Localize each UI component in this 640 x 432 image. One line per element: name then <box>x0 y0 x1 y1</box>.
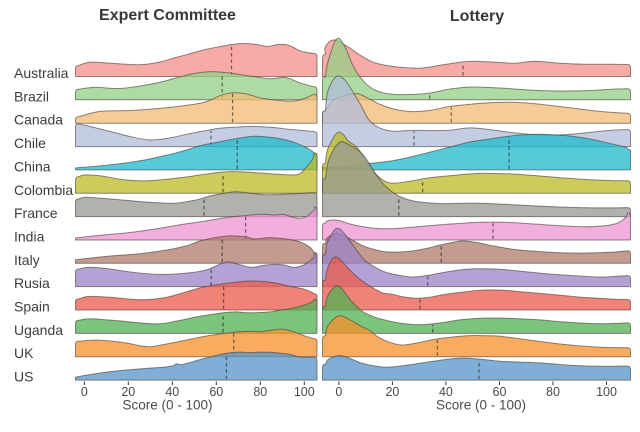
svg-text:Canada: Canada <box>14 112 63 128</box>
svg-text:20: 20 <box>121 385 135 399</box>
svg-text:80: 80 <box>253 385 267 399</box>
svg-text:20: 20 <box>385 385 399 399</box>
svg-text:Spain: Spain <box>14 299 50 315</box>
svg-text:Expert Committee: Expert Committee <box>99 7 236 24</box>
svg-text:Brazil: Brazil <box>14 88 49 104</box>
svg-text:Score (0 - 100): Score (0 - 100) <box>122 398 212 413</box>
svg-text:Chile: Chile <box>14 135 46 151</box>
svg-text:60: 60 <box>209 385 223 399</box>
svg-text:China: China <box>14 158 51 174</box>
svg-text:0: 0 <box>335 385 342 399</box>
svg-text:France: France <box>14 205 58 221</box>
svg-text:100: 100 <box>596 385 617 399</box>
svg-text:Italy: Italy <box>14 252 40 268</box>
svg-text:Australia: Australia <box>14 65 69 81</box>
svg-text:0: 0 <box>81 385 88 399</box>
svg-text:40: 40 <box>165 385 179 399</box>
svg-text:Uganda: Uganda <box>14 322 63 338</box>
svg-text:40: 40 <box>439 385 453 399</box>
svg-text:US: US <box>14 369 33 385</box>
svg-text:India: India <box>14 229 45 245</box>
svg-text:80: 80 <box>546 385 560 399</box>
svg-text:100: 100 <box>294 385 315 399</box>
svg-text:Rusia: Rusia <box>14 275 50 291</box>
svg-text:Colombia: Colombia <box>14 182 73 198</box>
svg-text:UK: UK <box>14 345 34 361</box>
svg-text:Lottery: Lottery <box>450 8 504 25</box>
svg-text:60: 60 <box>493 385 507 399</box>
svg-text:Score (0 - 100): Score (0 - 100) <box>436 398 526 413</box>
